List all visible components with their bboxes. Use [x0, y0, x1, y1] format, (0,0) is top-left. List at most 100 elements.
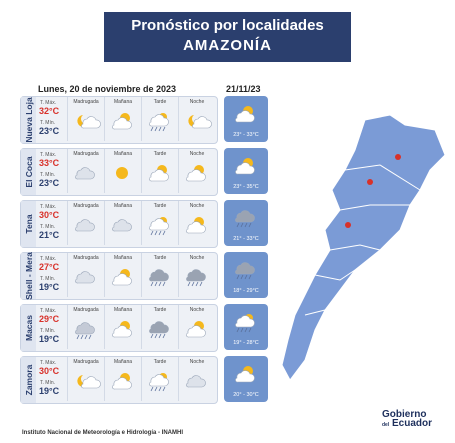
weather-icon	[75, 322, 95, 340]
weather-icon	[112, 321, 132, 338]
weather-icon	[112, 113, 132, 130]
date: Lunes, 20 de noviembre de 2023	[38, 84, 177, 94]
cloud	[235, 370, 255, 383]
period-cell: Mañana	[104, 253, 141, 297]
weather-icon	[149, 269, 169, 287]
period-cell: Noche	[178, 201, 215, 245]
next-day: 23° - 35°C	[224, 148, 268, 194]
weather-icon	[75, 271, 95, 284]
period-cell: Mañana	[104, 149, 141, 193]
max-temp: 27°C	[39, 262, 60, 272]
period-cell: Mañana	[104, 357, 141, 401]
locality: Nueva Loja	[23, 97, 34, 143]
period-label: Madrugada	[73, 255, 99, 261]
cloud	[112, 117, 132, 130]
rain	[187, 281, 203, 287]
min-temp: 19°C	[39, 334, 60, 344]
period-label: Tarde	[153, 359, 167, 365]
weather-icon	[112, 373, 132, 390]
max-temp: 32°C	[39, 106, 60, 116]
cloud	[235, 162, 255, 175]
next-range: 21° - 33°C	[233, 236, 259, 242]
weather-icon	[77, 375, 101, 389]
cloud	[235, 262, 255, 275]
cloud	[149, 269, 169, 282]
weather-icon	[149, 113, 169, 132]
period-cell: Mañana	[104, 305, 141, 349]
max-temp: 30°C	[39, 210, 60, 220]
max-label: T. Máx.	[40, 204, 57, 210]
min-label: T. Mín.	[40, 120, 56, 126]
next-range: 23° - 33°C	[233, 132, 259, 138]
weather-icon	[235, 262, 255, 280]
next-day: 23° - 33°C	[224, 96, 268, 142]
period-label: Madrugada	[73, 151, 99, 157]
next-range: 20° - 30°C	[233, 392, 259, 398]
cloud	[186, 269, 206, 282]
max-label: T. Máx.	[40, 152, 57, 158]
period-label: Mañana	[113, 307, 133, 313]
logo-bottom: Ecuador	[392, 418, 433, 429]
cloud	[75, 167, 95, 180]
period-cell: Tarde	[141, 201, 178, 245]
weather-icon	[186, 375, 206, 388]
period-label: Mañana	[113, 151, 133, 157]
rain	[236, 327, 252, 333]
row: Shell - Mera T. Máx. 27°C T. Mín. 19°C M…	[20, 252, 218, 300]
cloud	[81, 116, 101, 129]
cloud	[112, 273, 132, 286]
cloud	[186, 325, 206, 338]
min-label: T. Mín.	[40, 380, 56, 386]
period-cell: Noche	[178, 357, 215, 401]
period-label: Madrugada	[73, 359, 99, 365]
weather-icon	[235, 366, 255, 383]
cloud	[149, 114, 169, 127]
footer-text: Instituto Nacional de Meteorología e Hid…	[22, 430, 184, 436]
next-day: 20° - 30°C	[224, 356, 268, 402]
weather-icon	[116, 167, 128, 179]
period-cell: Noche	[178, 149, 215, 193]
weather-icon	[75, 219, 95, 232]
max-temp: 30°C	[39, 366, 60, 376]
period-label: Madrugada	[73, 203, 99, 209]
weather-icon	[149, 373, 169, 392]
min-temp: 23°C	[39, 178, 60, 188]
period-label: Noche	[189, 151, 205, 157]
period-label: Tarde	[153, 255, 167, 261]
weather-icon	[188, 115, 212, 129]
period-label: Madrugada	[73, 307, 99, 313]
period-cell: Tarde	[141, 253, 178, 297]
min-temp: 19°C	[39, 282, 60, 292]
min-label: T. Mín.	[40, 172, 56, 178]
weather-icon	[75, 167, 95, 180]
subtitle: AMAZONÍA	[183, 37, 272, 54]
row: El Coca T. Máx. 33°C T. Mín. 23°C Madrug…	[20, 148, 218, 196]
row-name-box: Shell - Mera	[21, 252, 36, 300]
cloud	[149, 374, 169, 387]
period-cell: Madrugada	[67, 305, 104, 349]
weather-icon	[77, 115, 101, 129]
period-label: Noche	[189, 307, 205, 313]
cloud	[186, 169, 206, 182]
period-cell: Tarde	[141, 149, 178, 193]
weather-icon	[235, 106, 255, 123]
moon	[77, 115, 89, 127]
period-cell: Madrugada	[67, 253, 104, 297]
period-label: Noche	[189, 99, 205, 105]
max-temp: 29°C	[39, 314, 60, 324]
min-temp: 19°C	[39, 386, 60, 396]
row-name-box: Nueva Loja	[21, 97, 36, 143]
period-cell: Tarde	[141, 357, 178, 401]
locality: El Coca	[23, 156, 34, 188]
locality: Zamora	[23, 364, 34, 396]
period-label: Madrugada	[73, 99, 99, 105]
max-label: T. Máx.	[40, 100, 57, 106]
locality: Macas	[23, 315, 34, 341]
weather-icon	[112, 269, 132, 286]
weather-icon	[186, 165, 206, 182]
min-label: T. Mín.	[40, 328, 56, 334]
period-cell: Tarde	[141, 97, 178, 141]
min-label: T. Mín.	[40, 276, 56, 282]
weather-icon	[235, 210, 255, 228]
cloud	[192, 116, 212, 129]
